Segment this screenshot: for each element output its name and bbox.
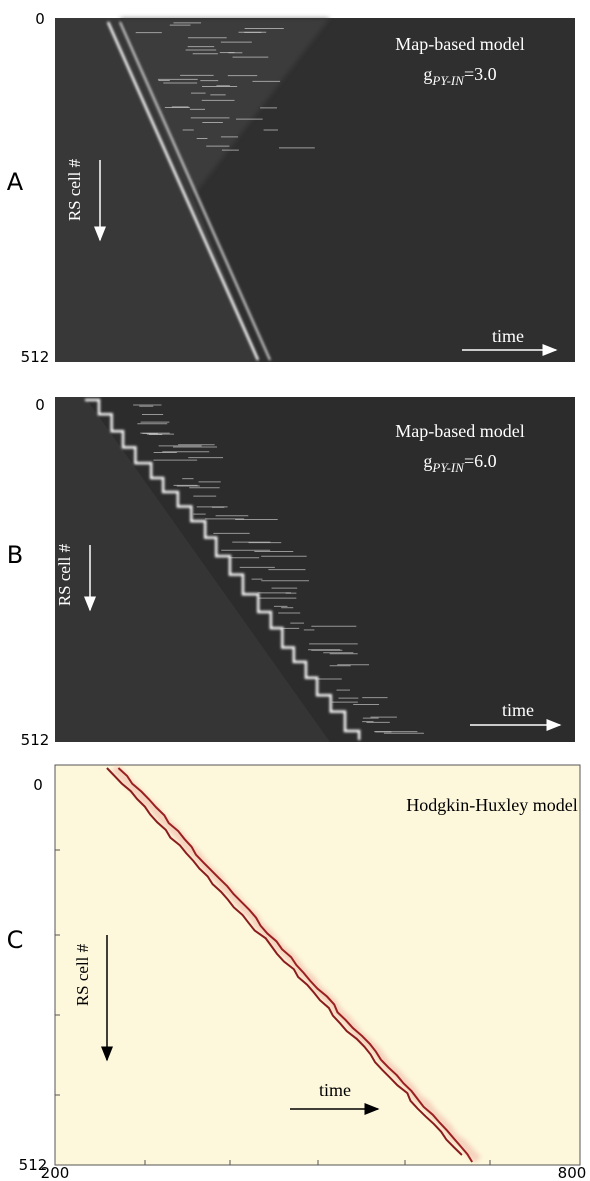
param-symbol: g [423, 64, 432, 84]
wave-front [85, 398, 361, 740]
y-top-label: 0 [33, 776, 43, 794]
wave-front [106, 767, 463, 1156]
spikes [135, 22, 315, 151]
param-subscript: PY-IN [431, 73, 465, 88]
y-axis-label: RS cell # [55, 543, 74, 606]
x-axis-label: time [319, 1080, 351, 1100]
raster-shade [85, 397, 575, 742]
x-right-label: 800 [558, 1164, 587, 1181]
x-axis-label: time [492, 326, 524, 346]
param-value: =3.0 [464, 64, 497, 84]
y-bottom-label: 512 [21, 348, 50, 366]
y-top-label: 0 [35, 10, 45, 28]
model-title: Hodgkin-Huxley model [406, 795, 577, 815]
wave-front [106, 21, 260, 361]
panel-label: B [7, 541, 23, 569]
panel-c: 0 512 200 800 C Hodgkin-Huxley model RS … [7, 764, 587, 1181]
y-bottom-label: 512 [21, 731, 50, 749]
panel-label: A [7, 168, 24, 196]
param-symbol: g [423, 451, 432, 471]
wave-front [117, 767, 474, 1163]
param-value: =6.0 [464, 451, 497, 471]
raster-shade [120, 18, 330, 362]
wave-front [119, 21, 271, 361]
panel-b: 0 512 B Map-based model gPY-IN=6.0 RS ce… [7, 396, 575, 749]
panel-label: C [7, 926, 24, 954]
y-top-label: 0 [35, 396, 45, 414]
y-axis-label: RS cell # [65, 158, 84, 221]
spikes [133, 404, 424, 734]
axis-ticks [55, 849, 491, 1165]
x-axis-label: time [502, 700, 534, 720]
raster [54, 764, 581, 1166]
y-axis-label: RS cell # [73, 943, 92, 1006]
model-title: Map-based model [395, 34, 524, 54]
param-subscript: PY-IN [431, 460, 465, 475]
x-left-label: 200 [41, 1164, 70, 1181]
panel-a: 0 512 A Map-based model gPY-IN=3.0 RS ce… [7, 10, 575, 366]
y-bottom-label: 512 [19, 1156, 48, 1174]
param-label: gPY-IN=3.0 [423, 64, 496, 88]
model-title: Map-based model [395, 421, 524, 441]
param-label: gPY-IN=6.0 [423, 451, 496, 475]
